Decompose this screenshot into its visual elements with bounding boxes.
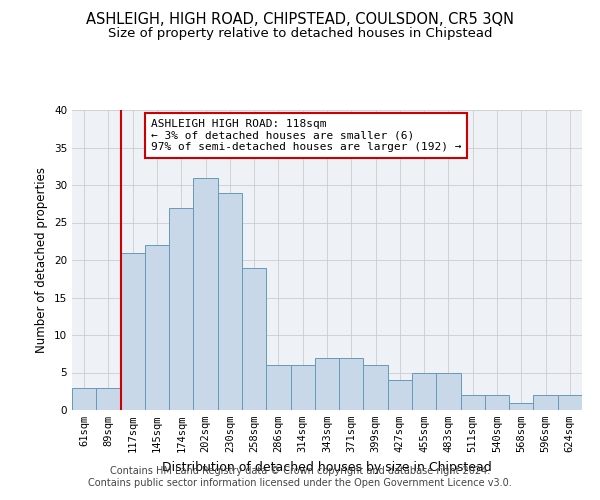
Bar <box>533 395 558 410</box>
Bar <box>242 268 266 410</box>
Bar <box>364 365 388 410</box>
Bar <box>96 388 121 410</box>
Bar <box>169 208 193 410</box>
Bar <box>461 395 485 410</box>
Bar <box>412 372 436 410</box>
Bar <box>388 380 412 410</box>
Text: Size of property relative to detached houses in Chipstead: Size of property relative to detached ho… <box>108 28 492 40</box>
Bar <box>121 252 145 410</box>
Bar <box>193 178 218 410</box>
Text: ASHLEIGH HIGH ROAD: 118sqm
← 3% of detached houses are smaller (6)
97% of semi-d: ASHLEIGH HIGH ROAD: 118sqm ← 3% of detac… <box>151 119 461 152</box>
Bar <box>558 395 582 410</box>
Bar <box>72 388 96 410</box>
Bar <box>509 402 533 410</box>
Bar <box>290 365 315 410</box>
Bar <box>436 372 461 410</box>
Text: Contains HM Land Registry data © Crown copyright and database right 2024.
Contai: Contains HM Land Registry data © Crown c… <box>88 466 512 487</box>
Text: ASHLEIGH, HIGH ROAD, CHIPSTEAD, COULSDON, CR5 3QN: ASHLEIGH, HIGH ROAD, CHIPSTEAD, COULSDON… <box>86 12 514 28</box>
Bar <box>145 245 169 410</box>
Bar <box>218 192 242 410</box>
Bar <box>266 365 290 410</box>
Bar <box>315 358 339 410</box>
X-axis label: Distribution of detached houses by size in Chipstead: Distribution of detached houses by size … <box>162 460 492 473</box>
Bar <box>485 395 509 410</box>
Bar <box>339 358 364 410</box>
Y-axis label: Number of detached properties: Number of detached properties <box>35 167 49 353</box>
